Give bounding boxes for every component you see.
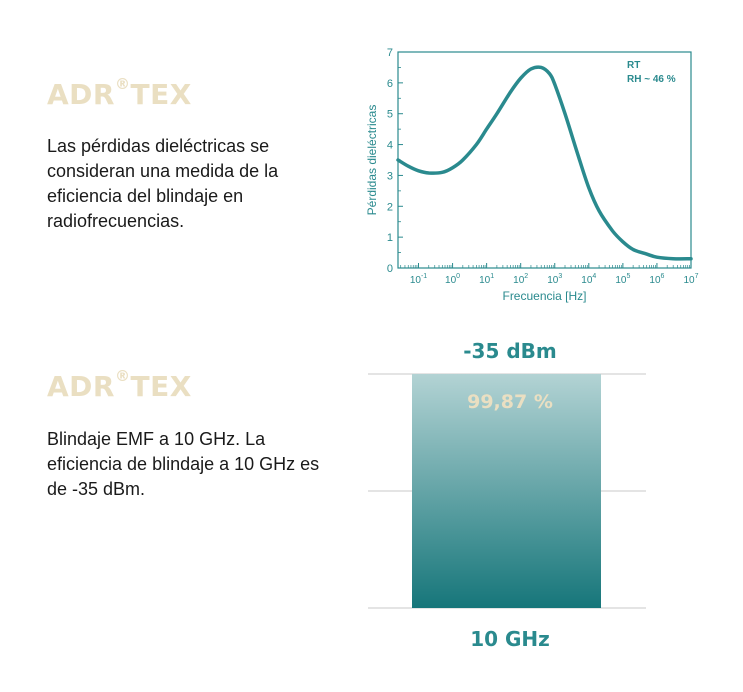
y-tick-label: 7 bbox=[387, 47, 393, 59]
y-axis-label: Pérdidas dieléctricas bbox=[365, 105, 379, 216]
x-axis-label: Frecuencia [Hz] bbox=[502, 289, 586, 303]
x-tick-label: 10-1 bbox=[410, 273, 427, 286]
description-2: Blindaje EMF a 10 GHz. La eficiencia de … bbox=[47, 429, 320, 499]
shielding-bar-chart: -35 dBm 99,87 % 10 GHz bbox=[368, 339, 646, 651]
x-tick-label: 100 bbox=[445, 273, 460, 286]
y-tick-label: 3 bbox=[387, 170, 393, 182]
x-tick-label: 103 bbox=[547, 273, 562, 286]
y-tick-label: 1 bbox=[387, 232, 393, 244]
x-tick-label: 104 bbox=[581, 273, 596, 286]
x-tick-label: 102 bbox=[513, 273, 528, 286]
y-tick-label: 2 bbox=[387, 201, 393, 213]
x-tick-label: 105 bbox=[615, 273, 630, 286]
dielectric-loss-chart: 0 1 2 3 4 5 6 7 10-1 100 101 102 103 104 105 106 107 Frec… bbox=[365, 47, 699, 303]
y-tick-label: 6 bbox=[387, 78, 393, 90]
bar-inner-label: 99,87 % bbox=[467, 391, 553, 413]
x-tick-label: 107 bbox=[683, 273, 698, 286]
dielectric-loss-line bbox=[396, 65, 693, 261]
y-tick-label: 5 bbox=[387, 109, 393, 121]
y-tick-label: 4 bbox=[387, 140, 393, 152]
brand-title-1: ADR®TEX bbox=[47, 75, 192, 111]
y-tick-label: 0 bbox=[387, 263, 393, 275]
x-tick-label: 101 bbox=[479, 273, 494, 286]
brand-title-2: ADR®TEX bbox=[47, 367, 192, 403]
bar-category-label: 10 GHz bbox=[470, 627, 550, 651]
chart-annotation: RT bbox=[627, 60, 640, 71]
chart-annotation: RH ~ 46 % bbox=[627, 74, 676, 85]
x-tick-label: 106 bbox=[649, 273, 664, 286]
description-1: Las pérdidas dieléctricas se consideran … bbox=[47, 136, 279, 231]
shielding-bar bbox=[412, 374, 601, 608]
bar-value-label: -35 dBm bbox=[463, 339, 557, 363]
